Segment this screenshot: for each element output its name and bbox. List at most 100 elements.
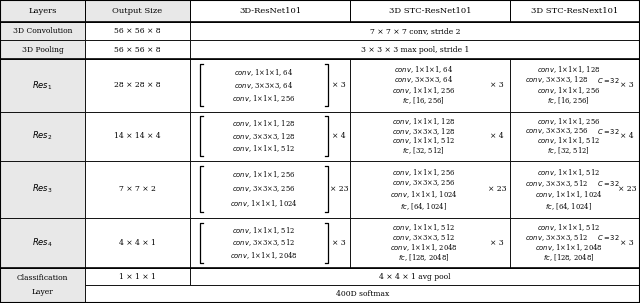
Bar <box>0 59 85 112</box>
Text: $\it{fc}$, [16, 256]: $\it{fc}$, [16, 256] <box>402 96 445 106</box>
Text: Layers: Layers <box>28 7 57 15</box>
Text: $\it{Res}$$_4$: $\it{Res}$$_4$ <box>32 237 53 249</box>
Text: $\it{fc}$, [64, 1024]: $\it{fc}$, [64, 1024] <box>400 201 447 212</box>
Text: × 23: × 23 <box>330 185 348 193</box>
Text: $\it{conv}$, 1×1×1, 256: $\it{conv}$, 1×1×1, 256 <box>232 93 296 104</box>
Bar <box>0 22 85 41</box>
Bar <box>190 59 350 112</box>
Bar <box>190 218 350 268</box>
Text: × 4: × 4 <box>620 132 634 140</box>
Text: 4 × 4 × 1 avg pool: 4 × 4 × 1 avg pool <box>380 273 451 281</box>
Text: $C = 32$: $C = 32$ <box>597 75 620 85</box>
Text: $\it{fc}$, [64, 1024]: $\it{fc}$, [64, 1024] <box>545 201 592 212</box>
Text: 7 × 7 × 2: 7 × 7 × 2 <box>119 185 156 193</box>
Text: × 23: × 23 <box>488 185 506 193</box>
Bar <box>190 161 350 218</box>
Text: $\it{fc}$, [32, 512]: $\it{fc}$, [32, 512] <box>402 146 445 156</box>
Text: $\it{conv}$, 3×3×3, 64: $\it{conv}$, 3×3×3, 64 <box>394 75 453 85</box>
Bar <box>510 59 640 112</box>
Text: $\it{conv}$, 1×1×1, 2048: $\it{conv}$, 1×1×1, 2048 <box>390 242 458 253</box>
Bar <box>510 161 640 218</box>
Text: $\it{conv}$, 3×3×3, 128: $\it{conv}$, 3×3×3, 128 <box>525 75 588 85</box>
Text: × 3: × 3 <box>620 81 634 89</box>
Bar <box>85 59 190 112</box>
Text: $\it{conv}$, 3×3×3, 64: $\it{conv}$, 3×3×3, 64 <box>234 80 294 91</box>
Text: $\it{conv}$, 3×3×3, 256: $\it{conv}$, 3×3×3, 256 <box>392 179 455 188</box>
Bar <box>85 268 190 285</box>
Text: $\it{conv}$, 1×1×1, 512: $\it{conv}$, 1×1×1, 512 <box>537 136 600 146</box>
Text: 4 × 4 × 1: 4 × 4 × 1 <box>119 239 156 247</box>
Text: $\it{Res}$$_2$: $\it{Res}$$_2$ <box>32 130 52 142</box>
Text: Classification: Classification <box>17 275 68 282</box>
Text: × 23: × 23 <box>618 185 636 193</box>
Bar <box>85 161 190 218</box>
Bar <box>0 41 85 59</box>
Text: 400D softmax: 400D softmax <box>336 290 389 298</box>
Bar <box>190 41 640 59</box>
Bar <box>85 218 190 268</box>
Text: 3D-ResNet101: 3D-ResNet101 <box>239 7 301 15</box>
Text: $\it{conv}$, 1×1×1, 256: $\it{conv}$, 1×1×1, 256 <box>232 170 296 180</box>
Bar <box>0 268 85 303</box>
Bar <box>85 0 190 22</box>
Text: $\it{conv}$, 3×3×3, 128: $\it{conv}$, 3×3×3, 128 <box>392 126 455 137</box>
Text: $\it{conv}$, 1×1×1, 512: $\it{conv}$, 1×1×1, 512 <box>232 225 296 236</box>
Bar <box>190 112 350 161</box>
Bar <box>510 0 640 22</box>
Text: $\it{conv}$, 1×1×1, 256: $\it{conv}$, 1×1×1, 256 <box>392 85 455 96</box>
Bar <box>190 22 640 41</box>
Bar <box>0 0 85 22</box>
Text: $\it{conv}$, 1×1×1, 1024: $\it{conv}$, 1×1×1, 1024 <box>230 198 298 209</box>
Text: 28 × 28 × 8: 28 × 28 × 8 <box>114 81 161 89</box>
Text: $\it{conv}$, 1×1×1, 512: $\it{conv}$, 1×1×1, 512 <box>392 222 455 233</box>
Text: × 3: × 3 <box>490 239 504 247</box>
Text: $\it{conv}$, 3×3×3, 512: $\it{conv}$, 3×3×3, 512 <box>525 232 588 243</box>
Text: × 4: × 4 <box>490 132 504 140</box>
Text: × 4: × 4 <box>332 132 346 140</box>
Text: $\it{conv}$, 1×1×1, 64: $\it{conv}$, 1×1×1, 64 <box>234 67 294 78</box>
Text: 14 × 14 × 4: 14 × 14 × 4 <box>114 132 161 140</box>
Text: $\it{fc}$, [32, 512]: $\it{fc}$, [32, 512] <box>547 146 590 156</box>
Text: 56 × 56 × 8: 56 × 56 × 8 <box>114 46 161 54</box>
Text: 1 × 1 × 1: 1 × 1 × 1 <box>119 273 156 281</box>
Text: $\it{conv}$, 3×3×3, 512: $\it{conv}$, 3×3×3, 512 <box>525 178 588 189</box>
Bar <box>350 218 510 268</box>
Text: $\it{fc}$, [16, 256]: $\it{fc}$, [16, 256] <box>547 96 590 106</box>
Bar <box>0 112 85 161</box>
Bar <box>85 41 190 59</box>
Bar <box>0 161 85 218</box>
Text: $\it{conv}$, 1×1×1, 2048: $\it{conv}$, 1×1×1, 2048 <box>230 250 298 261</box>
Bar <box>190 0 350 22</box>
Text: 3D Pooling: 3D Pooling <box>22 46 63 54</box>
Bar <box>85 112 190 161</box>
Bar <box>0 218 85 268</box>
Text: $\it{conv}$, 1×1×1, 512: $\it{conv}$, 1×1×1, 512 <box>537 222 600 233</box>
Text: 3D STC-ResNext101: 3D STC-ResNext101 <box>531 7 619 15</box>
Text: $\it{conv}$, 1×1×1, 64: $\it{conv}$, 1×1×1, 64 <box>394 64 453 75</box>
Bar <box>350 112 510 161</box>
Text: $\it{conv}$, 1×1×1, 1024: $\it{conv}$, 1×1×1, 1024 <box>534 190 602 200</box>
Text: $\it{conv}$, 1×1×1, 128: $\it{conv}$, 1×1×1, 128 <box>232 118 296 129</box>
Text: $\it{conv}$, 1×1×1, 128: $\it{conv}$, 1×1×1, 128 <box>392 116 455 127</box>
Text: × 3: × 3 <box>332 81 346 89</box>
Text: 3 × 3 × 3 max pool, stride 1: 3 × 3 × 3 max pool, stride 1 <box>361 46 469 54</box>
Text: 3D Convolution: 3D Convolution <box>13 27 72 35</box>
Text: $\it{Res}$$_1$: $\it{Res}$$_1$ <box>32 79 52 92</box>
Text: Layer: Layer <box>31 288 53 297</box>
Text: $\it{fc}$, [128, 2048]: $\it{fc}$, [128, 2048] <box>398 253 449 263</box>
Text: $\it{conv}$, 1×1×1, 512: $\it{conv}$, 1×1×1, 512 <box>537 167 600 178</box>
Text: $\it{conv}$, 3×3×3, 128: $\it{conv}$, 3×3×3, 128 <box>232 131 296 142</box>
Bar <box>350 59 510 112</box>
Text: 3D STC-ResNet101: 3D STC-ResNet101 <box>388 7 471 15</box>
Text: $\it{Res}$$_3$: $\it{Res}$$_3$ <box>32 183 53 195</box>
Bar <box>85 285 640 303</box>
Bar <box>510 112 640 161</box>
Text: $\it{conv}$, 1×1×1, 512: $\it{conv}$, 1×1×1, 512 <box>392 136 455 146</box>
Text: Output Size: Output Size <box>113 7 163 15</box>
Text: $\it{conv}$, 1×1×1, 256: $\it{conv}$, 1×1×1, 256 <box>537 85 600 96</box>
Text: $C = 32$: $C = 32$ <box>597 127 620 136</box>
Text: × 3: × 3 <box>332 239 346 247</box>
Text: $\it{conv}$, 3×3×3, 256: $\it{conv}$, 3×3×3, 256 <box>525 126 588 136</box>
Text: $\it{fc}$, [128, 2048]: $\it{fc}$, [128, 2048] <box>543 253 594 263</box>
Text: $\it{conv}$, 1×1×1, 256: $\it{conv}$, 1×1×1, 256 <box>537 116 600 127</box>
